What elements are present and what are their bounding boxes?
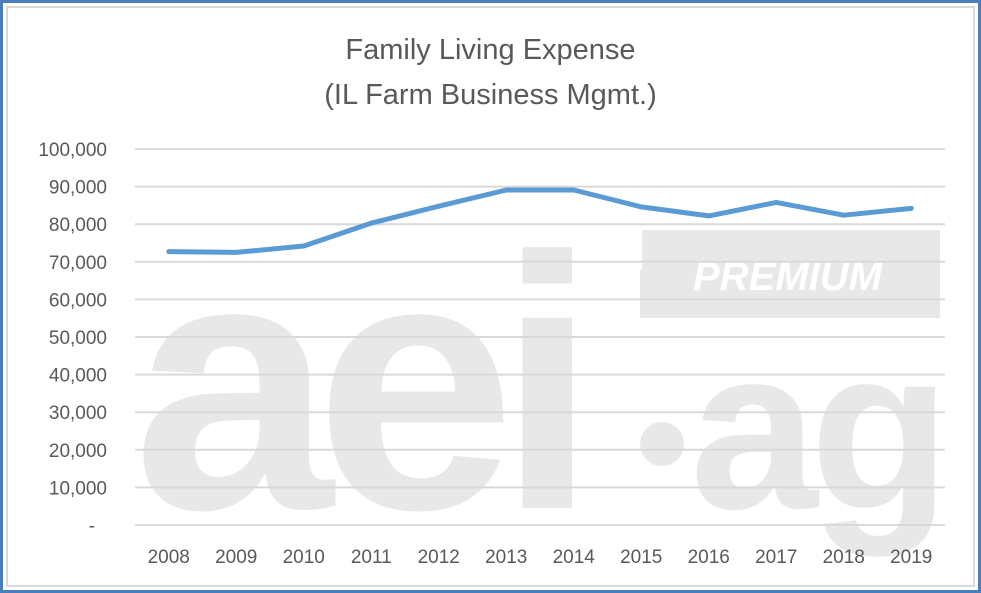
- y-tick-label: 60,000: [49, 290, 107, 311]
- x-tick-label: 2010: [283, 547, 325, 568]
- y-tick-label: 80,000: [49, 215, 107, 236]
- x-tick-label: 2017: [755, 547, 797, 568]
- y-tick-label: 50,000: [49, 328, 107, 349]
- x-tick-label: 2009: [215, 547, 257, 568]
- y-tick-label: 20,000: [49, 441, 107, 462]
- chart-subtitle: (IL Farm Business Mgmt.): [324, 79, 657, 111]
- x-tick-label: 2019: [890, 547, 932, 568]
- x-tick-label: 2015: [620, 547, 662, 568]
- y-tick-label: 100,000: [38, 140, 107, 161]
- y-tick-label: -: [89, 516, 95, 537]
- x-tick-label: 2016: [688, 547, 730, 568]
- x-tick-label: 2011: [351, 547, 392, 568]
- x-tick-label: 2013: [485, 547, 527, 568]
- y-tick-label: 10,000: [49, 478, 107, 499]
- x-tick-label: 2008: [148, 547, 190, 568]
- y-tick-label: 70,000: [49, 253, 107, 274]
- x-tick-label: 2018: [823, 547, 865, 568]
- y-tick-label: 90,000: [49, 178, 107, 199]
- chart-title: Family Living Expense: [345, 34, 636, 66]
- y-tick-label: 40,000: [49, 366, 107, 387]
- x-tick-label: 2012: [418, 547, 460, 568]
- gridlines: [135, 148, 945, 526]
- x-axis-labels: 2008 2009 2010 2011 2012 2013 2014 2015 2016 2017…: [148, 547, 933, 568]
- y-tick-label: 30,000: [49, 403, 107, 424]
- svg-text:ag: ag: [690, 300, 942, 557]
- x-tick-label: 2014: [553, 547, 596, 568]
- series-line: [166, 187, 914, 255]
- data-series: [166, 187, 914, 255]
- y-axis-labels: - 10,000 20,000 30,000 40,000 50,000 60,000 70,…: [38, 140, 107, 537]
